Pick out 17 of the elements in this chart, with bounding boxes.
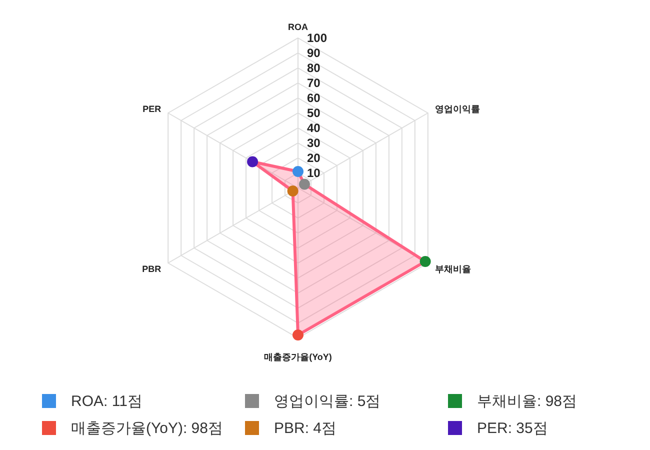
y-tick-label: 20 (307, 151, 321, 165)
spoke-label: 부채비율 (434, 264, 471, 274)
y-tick-label: 60 (307, 91, 321, 105)
spoke-label: ROA (288, 22, 308, 32)
spoke-label: PER (142, 104, 162, 114)
y-tick-label: 80 (307, 61, 321, 75)
spoke-label: 영업이익률 (434, 104, 480, 114)
y-tick-label: 10 (307, 166, 321, 180)
value-key: ROA: 11점 영업이익률: 5점 부채비율: 98점 매출증가율(YoY): 98점 PBR: 4점 PER: 35점 (42, 393, 578, 437)
y-tick-label: 40 (307, 121, 321, 135)
y-tick-label: 90 (307, 46, 321, 60)
spoke-label: 매출증가율(YoY) (264, 352, 332, 362)
y-tick-label: 100 (307, 31, 328, 45)
y-tick-label: 70 (307, 76, 321, 90)
y-tick-label: 30 (307, 136, 321, 150)
y-tick-label: 50 (307, 106, 321, 120)
spoke-label: PBR (142, 264, 162, 274)
